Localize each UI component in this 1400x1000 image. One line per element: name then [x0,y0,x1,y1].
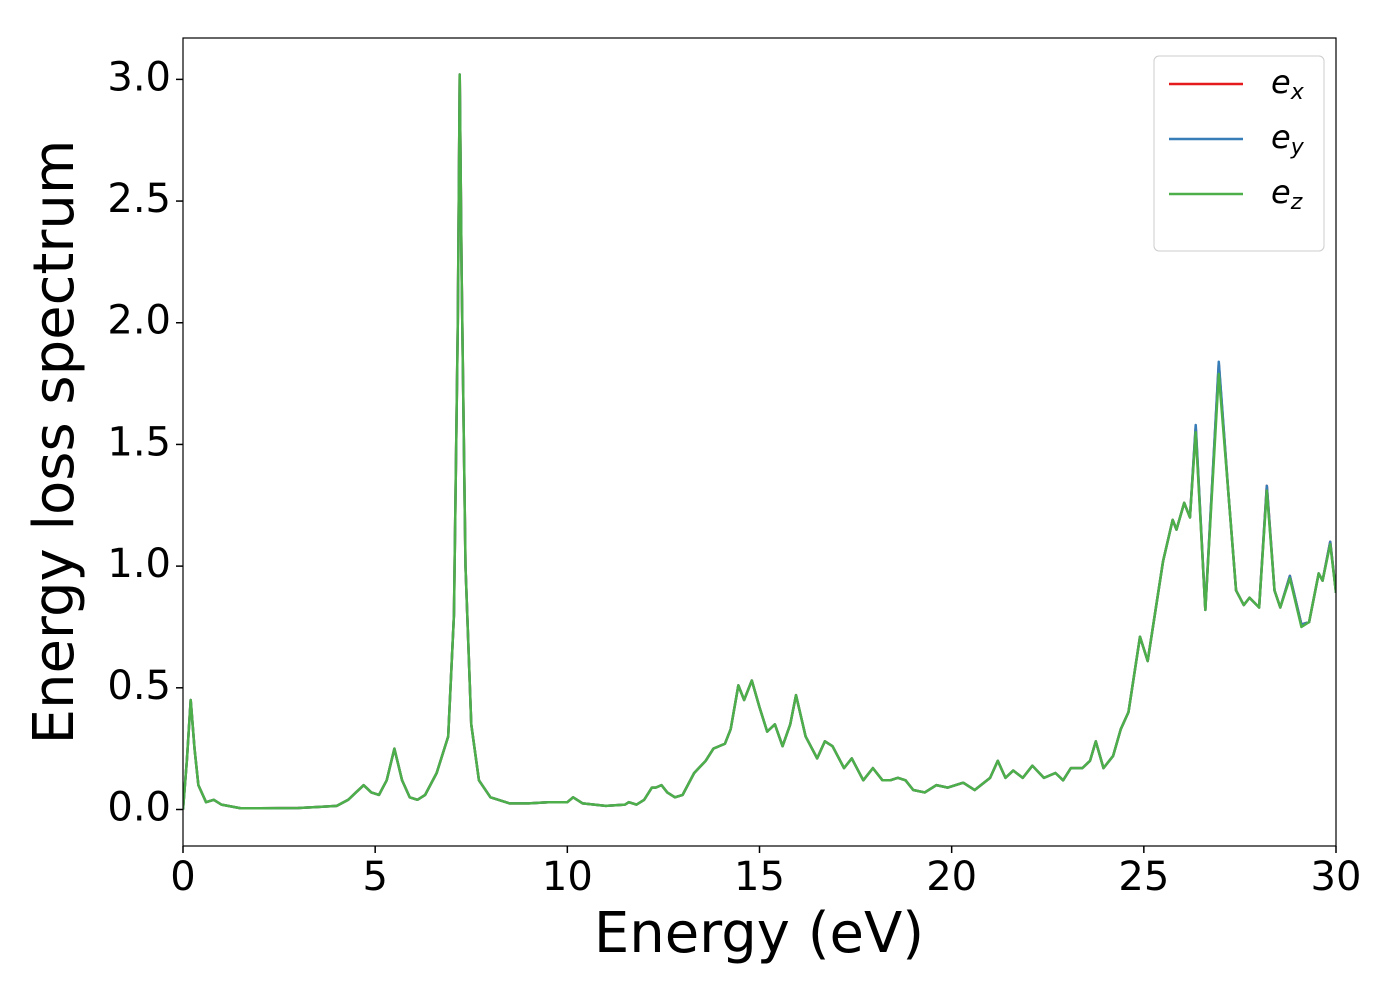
y-tick-label: 2.0 [107,298,171,344]
legend-label: ez [1271,173,1303,215]
y-tick-label: 0.0 [107,784,171,830]
x-tick-label: 15 [734,854,785,900]
x-axis-label: Energy (eV) [594,901,924,966]
legend-box [1153,55,1325,252]
x-tick-label: 5 [362,854,387,900]
x-tick-label: 30 [1311,854,1362,900]
y-tick-label: 1.0 [107,541,171,587]
plot-frame [182,37,1337,847]
y-tick-label: 1.5 [107,419,171,465]
y-tick-label: 0.5 [107,663,171,709]
y-axis-label: Energy loss spectrum [22,140,87,745]
x-tick-label: 0 [170,854,195,900]
y-tick-label: 2.5 [107,176,171,222]
x-tick-label: 25 [1118,854,1169,900]
legend-label: ey [1271,118,1305,160]
series-line [183,73,1336,810]
legend-label: ex [1271,63,1305,105]
y-tick-label: 3.0 [107,54,171,100]
x-tick-label: 20 [926,854,977,900]
x-tick-label: 10 [542,854,593,900]
